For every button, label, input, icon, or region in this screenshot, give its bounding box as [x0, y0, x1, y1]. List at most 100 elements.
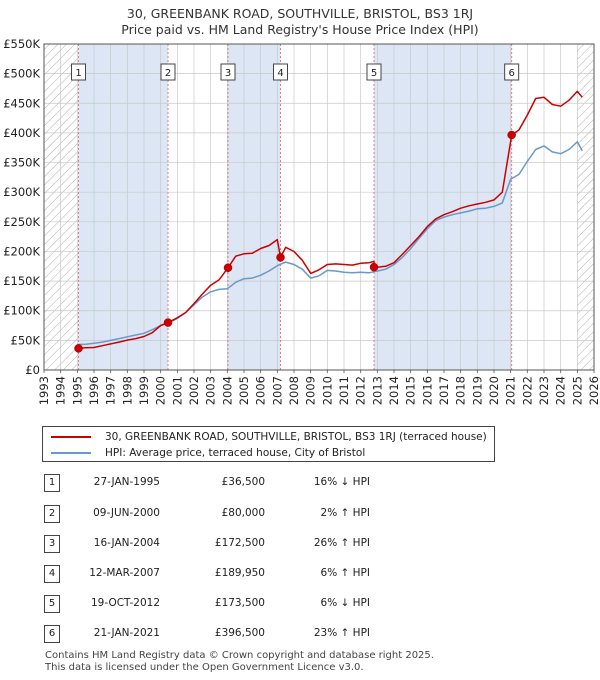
- y-tick-label: £300K: [3, 185, 40, 199]
- sale-row: 5 19-OCT-2012 £173,500 6% ↓ HPI: [0, 593, 420, 615]
- no-data-hatch: [44, 44, 79, 370]
- sale-row: 4 12-MAR-2007 £189,950 6% ↑ HPI: [0, 563, 420, 585]
- x-tick-label: 2001: [170, 376, 184, 405]
- x-tick-label: 2006: [254, 376, 268, 405]
- x-tick-label: 2005: [237, 376, 251, 405]
- sale-point: [74, 344, 83, 353]
- chart-title-line1: 30, GREENBANK ROAD, SOUTHVILLE, BRISTOL,…: [126, 6, 474, 21]
- y-tick-label: £200K: [3, 244, 40, 258]
- x-tick-label: 1993: [37, 376, 51, 405]
- sale-marker-label: 1: [75, 68, 81, 79]
- y-tick-label: £150K: [3, 274, 40, 288]
- sale-point: [507, 130, 516, 140]
- sale-hpi-comparison: 16% ↓ HPI: [313, 476, 370, 488]
- legend-property-label: 30, GREENBANK ROAD, SOUTHVILLE, BRISTOL,…: [105, 431, 487, 443]
- sale-number-badge: 2: [44, 505, 60, 523]
- sale-marker-box-frame: [160, 63, 176, 81]
- y-tick-label: £450K: [3, 96, 40, 110]
- x-tick-label: 2013: [370, 376, 384, 405]
- x-tick-label: 2020: [487, 376, 501, 405]
- sale-price: £173,500: [214, 597, 265, 609]
- x-tick-label: 2016: [420, 376, 434, 405]
- x-tick-label: 2021: [504, 376, 518, 405]
- sale-hpi-comparison: 2% ↑ HPI: [320, 507, 370, 519]
- legend-hpi-swatch: [51, 452, 91, 454]
- y-tick-label: £0: [25, 363, 40, 377]
- sale-number-badge: 6: [44, 625, 60, 643]
- legend-property: 30, GREENBANK ROAD, SOUTHVILLE, BRISTOL,…: [51, 429, 487, 445]
- sale-price: £172,500: [214, 537, 265, 549]
- sale-marker-box-frame: [71, 63, 86, 81]
- sale-date: 27-JAN-1995: [93, 476, 160, 488]
- footer-licence: This data is licensed under the Open Gov…: [45, 662, 364, 673]
- legend-hpi-label: HPI: Average price, terraced house, City…: [105, 447, 366, 459]
- sale-marker-box: 4: [273, 63, 288, 81]
- legend-property-swatch: [51, 436, 91, 438]
- x-tick-label: 1996: [87, 376, 101, 405]
- x-tick-label: 2017: [437, 376, 451, 405]
- sale-hpi-comparison: 23% ↑ HPI: [313, 627, 370, 639]
- y-tick-label: £350K: [3, 156, 40, 170]
- chart-title-line2: Price paid vs. HM Land Registry's House …: [121, 22, 479, 37]
- sale-price: £189,950: [214, 567, 265, 579]
- sale-point: [223, 263, 233, 273]
- x-tick-label: 2000: [154, 376, 168, 405]
- x-tick-label: 2010: [320, 376, 334, 405]
- sale-hpi-comparison: 6% ↑ HPI: [320, 567, 370, 579]
- sale-marker-box: 6: [504, 63, 520, 81]
- y-tick-label: £250K: [3, 215, 40, 229]
- sale-marker-label: 3: [225, 68, 231, 79]
- sale-marker-label: 2: [165, 68, 171, 79]
- y-tick-label: £500K: [3, 67, 40, 81]
- x-tick-label: 1999: [137, 376, 151, 405]
- sale-date: 19-OCT-2012: [91, 597, 160, 609]
- no-data-hatch: [577, 44, 594, 370]
- x-tick-label: 1995: [70, 376, 84, 405]
- x-tick-label: 2018: [454, 376, 468, 405]
- sale-date: 12-MAR-2007: [89, 567, 160, 579]
- sale-price: £396,500: [214, 627, 265, 639]
- chart-legend: 30, GREENBANK ROAD, SOUTHVILLE, BRISTOL,…: [42, 426, 495, 462]
- sale-marker-label: 4: [277, 68, 283, 79]
- plot-frame: [43, 43, 595, 371]
- x-tick-label: 2015: [404, 376, 418, 405]
- x-tick-label: 2007: [270, 376, 284, 405]
- x-tick-label: 2026: [587, 376, 600, 405]
- sale-marker-box-frame: [273, 63, 288, 81]
- price-chart: 1 2 3 4 5 6 £0 £50K £100K £150K £200K £250K £300K £3…: [3, 37, 600, 405]
- y-tick-label: £100K: [3, 304, 40, 318]
- sale-marker-box: 3: [220, 63, 236, 81]
- sale-hpi-comparison: 26% ↑ HPI: [313, 537, 370, 549]
- sale-marker-label: 6: [508, 68, 514, 79]
- x-tick-label: 2009: [304, 376, 318, 405]
- y-tick-label: £550K: [3, 37, 40, 51]
- x-tick-label: 2008: [287, 376, 301, 405]
- sale-marker-box-frame: [504, 63, 520, 81]
- sale-row: 6 21-JAN-2021 £396,500 23% ↑ HPI: [0, 623, 420, 645]
- sale-point: [369, 262, 379, 272]
- x-tick-label: 2024: [554, 376, 568, 405]
- x-tick-label: 2014: [387, 376, 401, 405]
- x-tick-label: 2023: [537, 376, 551, 405]
- ownership-shade: [78, 44, 168, 370]
- sale-row: 2 09-JUN-2000 £80,000 2% ↑ HPI: [0, 503, 420, 525]
- sale-row: 1 27-JAN-1995 £36,500 16% ↓ HPI: [0, 472, 420, 494]
- sale-price: £36,500: [221, 476, 265, 488]
- x-tick-label: 1997: [104, 376, 118, 405]
- x-tick-label: 2004: [220, 376, 234, 405]
- sale-marker-box: 2: [160, 63, 176, 81]
- sale-point: [276, 253, 285, 262]
- sale-marker-box-frame: [220, 63, 236, 81]
- sale-marker-box: 5: [366, 63, 382, 81]
- x-tick-label: 2011: [337, 376, 351, 405]
- x-tick-label: 1998: [120, 376, 134, 405]
- sale-point: [163, 318, 173, 327]
- y-tick-label: £400K: [3, 126, 40, 140]
- x-tick-label: 2003: [204, 376, 218, 405]
- x-tick-label: 2025: [570, 376, 584, 405]
- sale-marker-box-frame: [366, 63, 382, 81]
- sale-date: 09-JUN-2000: [93, 507, 160, 519]
- x-tick-label: 2002: [187, 376, 201, 405]
- x-tick-label: 2012: [354, 376, 368, 405]
- sale-number-badge: 5: [44, 595, 60, 613]
